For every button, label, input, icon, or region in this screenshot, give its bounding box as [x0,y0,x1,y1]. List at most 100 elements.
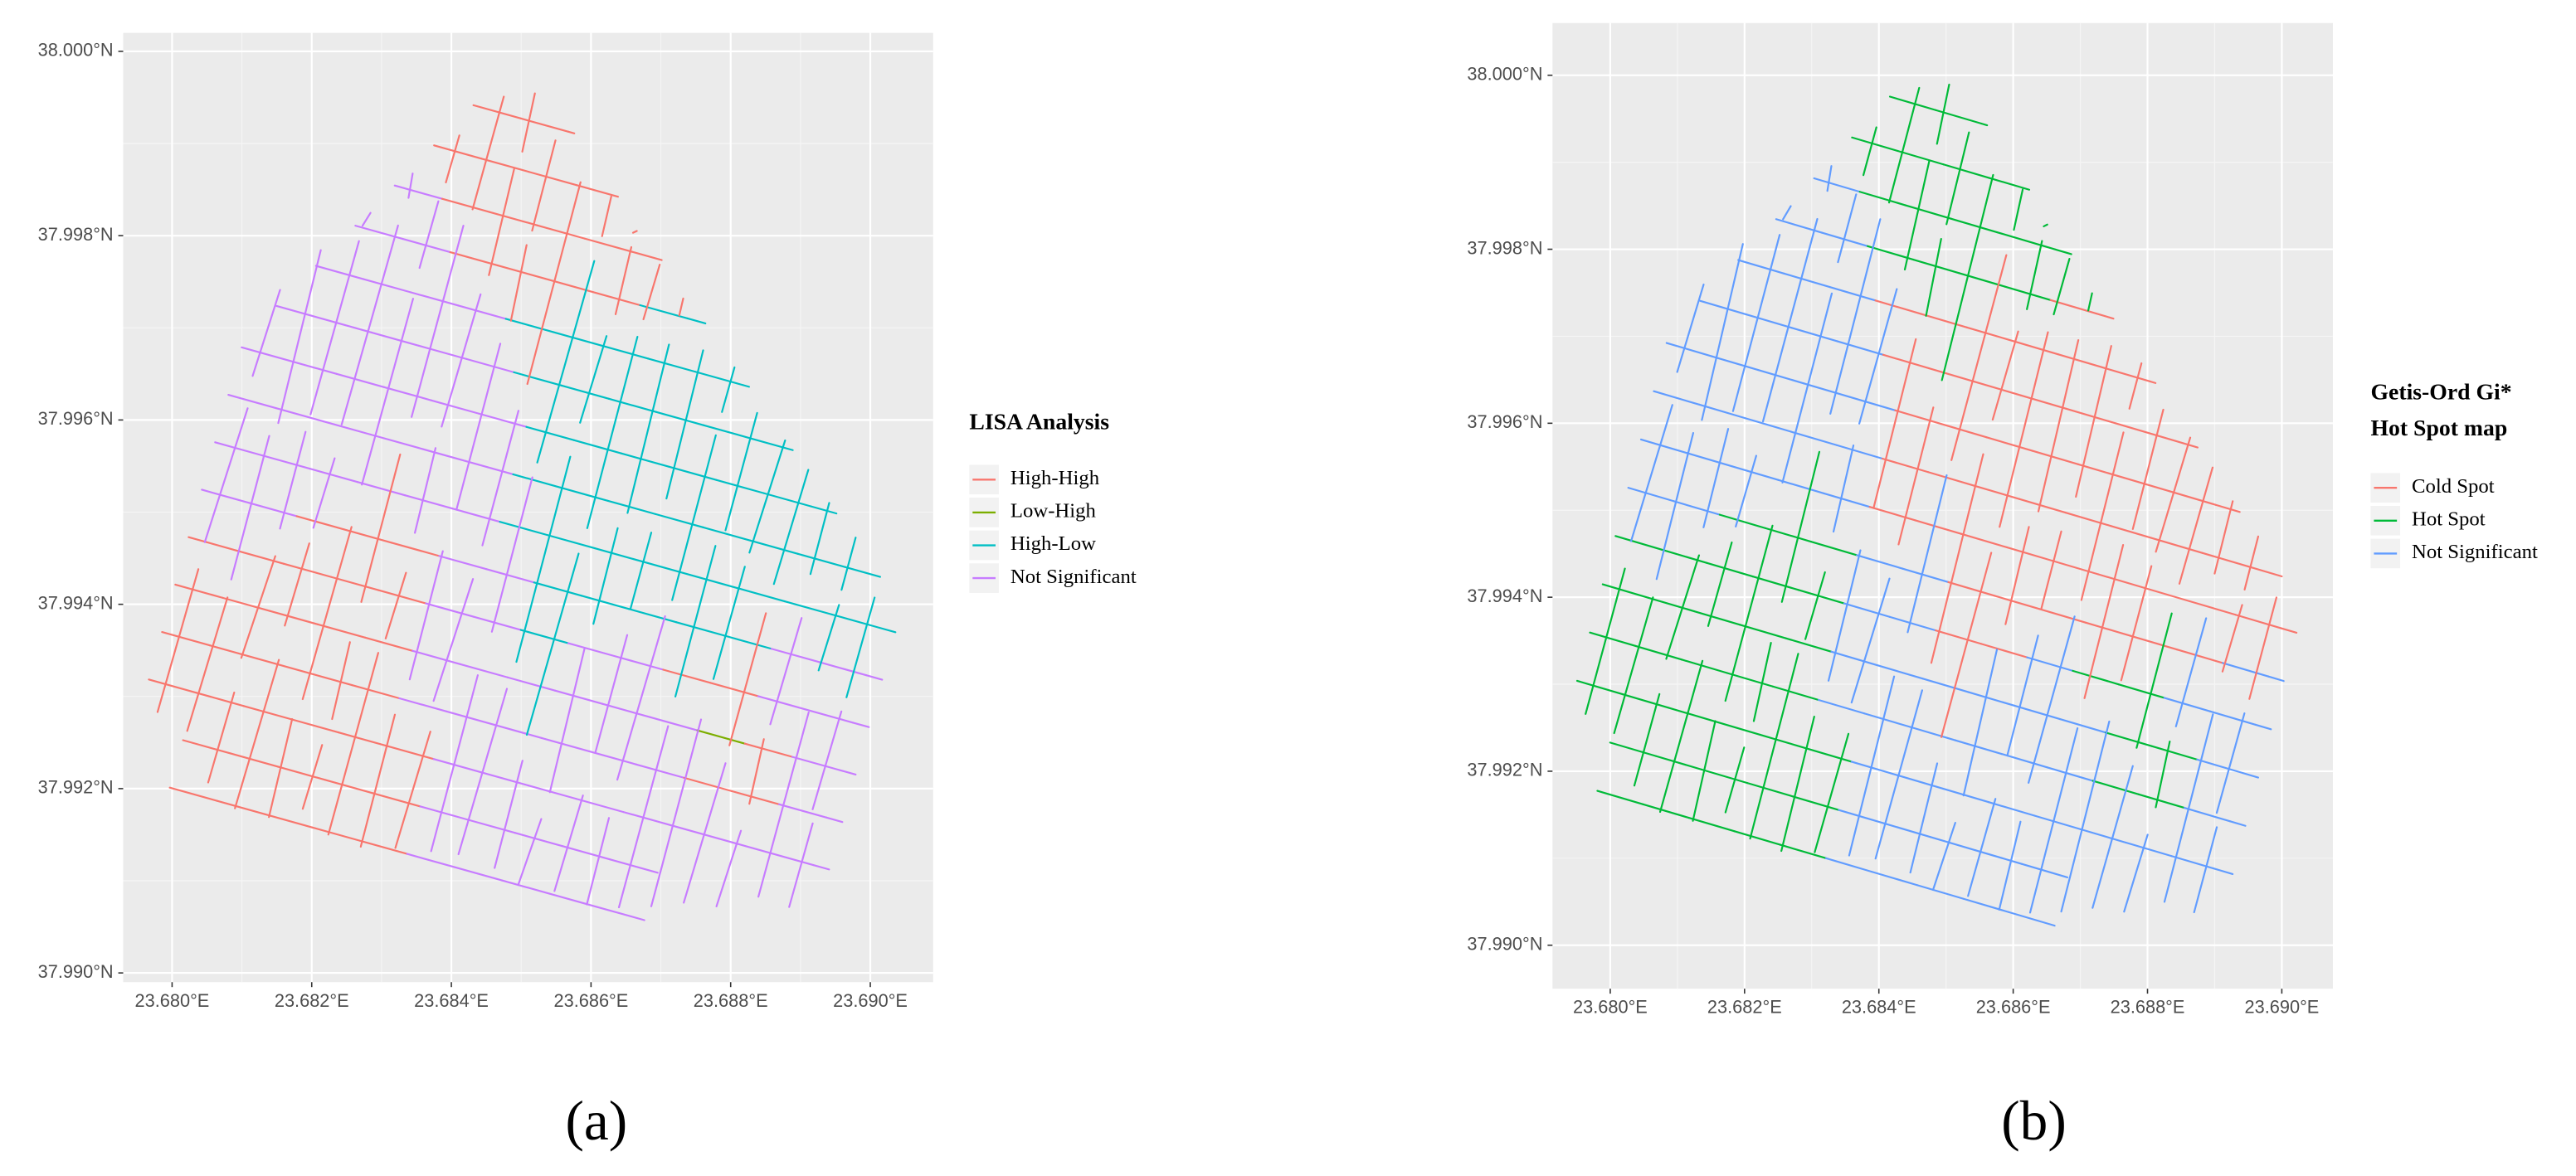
street-segment [724,411,758,532]
street-segment [665,349,704,500]
street-segment [187,536,237,552]
street-segment [465,459,514,476]
street-segment [675,621,725,637]
street-segment [715,829,743,908]
street-segment [1759,733,1807,750]
street-segment [2242,772,2259,779]
y-tick-label: 37.992°N [1467,760,1542,780]
street-segment [830,613,881,629]
street-segment [631,250,663,261]
map-panel: 23.680°E 23.682°E 23.684°E 23.686°E 23.688°E… [38,32,1137,1152]
street-segment [2175,649,2224,664]
street-segment [512,473,562,489]
street-segment [2077,463,2126,479]
street-segment [2189,600,2237,616]
street-segment [466,819,517,834]
street-segment [494,760,523,869]
street-segment [359,713,397,848]
street-segment [1830,650,1878,667]
street-segment [2215,712,2246,814]
street-segment [1832,444,1855,533]
street-segment [1829,218,1882,415]
street-segment [1771,685,1820,702]
street-segment [1633,692,1661,787]
street-segment [358,839,408,855]
street-segment [540,736,591,753]
street-segment [1894,409,1942,425]
street-segment [2058,717,2107,734]
street-segment [1838,809,1886,825]
street-segment [2103,367,2151,382]
street-segment [288,359,338,375]
street-segment [309,240,360,415]
street-segment [1701,243,1744,421]
street-segment [2222,662,2270,678]
street-segment [525,425,575,441]
street-segment [472,615,522,631]
street-segment [620,452,670,468]
street-segment [678,297,684,317]
street-segment [2087,292,2093,312]
street-segment [1739,624,1787,639]
street-segment [277,249,322,425]
street-segment [284,542,310,627]
street-segment [1810,541,1858,556]
street-segment [1813,177,1861,193]
street-segment [500,879,551,895]
street-segment [364,636,414,652]
street-segment [480,158,530,173]
street-segment [481,410,520,547]
street-segment [2174,617,2208,727]
street-segment [1883,822,1931,838]
street-segment [567,130,576,134]
street-segment [616,615,666,781]
street-segment [1680,658,1728,674]
street-segment [351,683,401,700]
street-segment [1850,577,1891,704]
street-segment [601,195,612,237]
street-segment [1699,299,1747,316]
street-segment [2065,407,2113,424]
street-segment [2155,436,2192,553]
street-segment [709,682,759,697]
x-tick-label: 23.684°E [414,990,489,1011]
street-segment [1974,381,2022,396]
legend-label: Not Significant [2412,541,2538,563]
street-segment [2097,573,2145,589]
street-segment [519,629,570,644]
street-segment [525,552,580,736]
street-segment [1673,500,1721,516]
street-segment [575,798,625,814]
street-segment [615,655,665,671]
street-segment [617,725,670,909]
street-segment [552,331,602,347]
street-segment [1888,615,1937,632]
street-segment [261,454,311,470]
street-segment [696,729,746,745]
legend-label: Cold Spot [2412,475,2495,498]
street-segment [1724,524,1774,702]
street-segment [1686,452,1734,468]
street-segment [2123,833,2149,913]
street-segment [2169,490,2217,506]
street-segment [1764,527,1813,543]
street-segment [583,237,633,253]
plot-background [1552,22,2333,989]
street-segment [517,818,543,887]
street-segment [671,434,717,601]
x-tick-label: 23.688°E [2111,997,2185,1018]
street-segment [553,795,584,892]
street-segment [2163,697,2211,712]
street-segment [438,555,488,571]
street-segment [490,476,533,633]
street-segment [2196,758,2244,775]
street-segment [670,824,719,840]
street-segment [631,230,638,234]
street-segment [263,813,314,829]
legend-title: LISA Analysis [969,408,1109,434]
street-segment [2083,543,2125,699]
street-segment [575,184,619,198]
street-segment [527,785,577,800]
street-segment [275,406,324,423]
y-tick-label: 37.992°N [38,777,114,798]
